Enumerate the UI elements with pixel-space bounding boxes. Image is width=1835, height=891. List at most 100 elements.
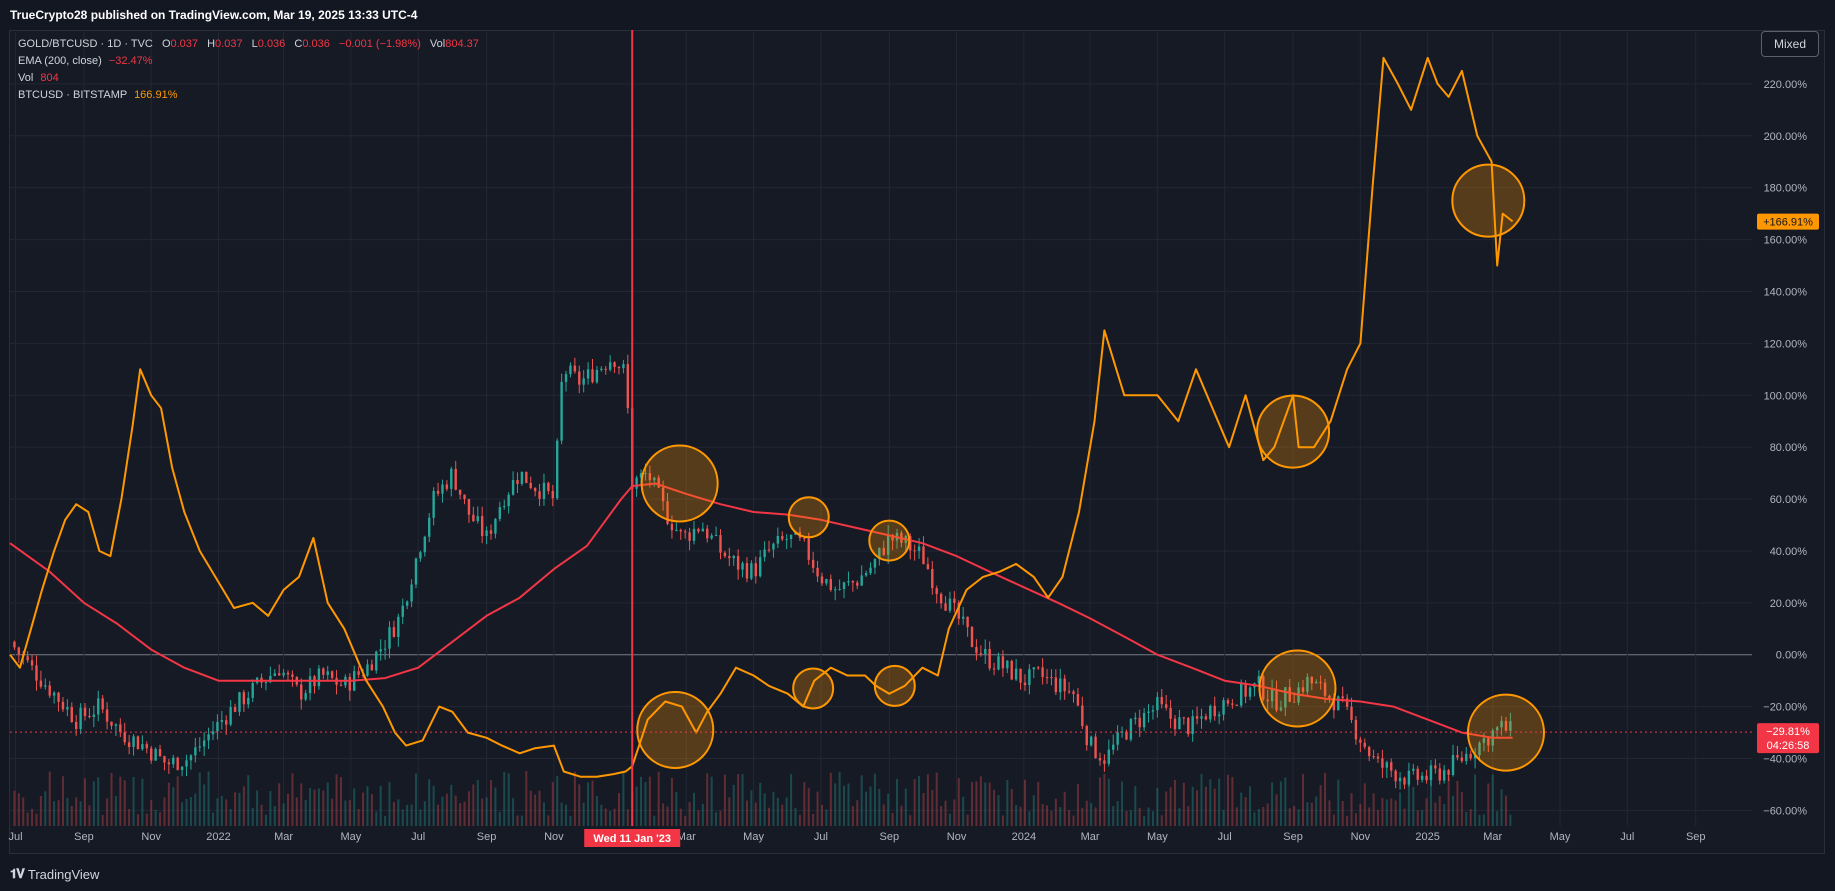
volume-bar (1482, 814, 1485, 826)
candle (61, 701, 65, 710)
candle (1041, 667, 1044, 678)
candle (1301, 687, 1305, 692)
candle (145, 744, 149, 749)
candle (441, 484, 444, 494)
volume-bar (57, 800, 60, 826)
highlight-circle[interactable] (636, 690, 715, 769)
chart-legend: GOLD/BTCUSD · 1D · TVC O0.037 H0.037 L0.… (18, 36, 479, 104)
volume-bar (737, 774, 740, 826)
volume-bar (48, 771, 51, 826)
legend-btc-label[interactable]: BTCUSD · BITSTAMP (18, 89, 127, 101)
candle (1107, 749, 1111, 764)
candle (533, 488, 537, 492)
highlight-circle[interactable] (640, 444, 719, 523)
candle (392, 627, 396, 637)
candle (834, 589, 837, 591)
candle (66, 707, 69, 710)
candle (1288, 687, 1291, 702)
volume-bar (1416, 810, 1419, 826)
volume-bar (251, 807, 254, 826)
candle (1072, 691, 1075, 695)
candle (1160, 696, 1163, 705)
volume-bar (1072, 815, 1075, 826)
volume-bar (132, 776, 135, 826)
legend-row-ema[interactable]: EMA (200, close) −32.47% (18, 53, 479, 70)
volume-bar (604, 808, 607, 826)
legend-vol-label[interactable]: Vol (18, 72, 34, 84)
candle (432, 490, 435, 518)
candle (1456, 755, 1459, 758)
volume-bar (39, 796, 42, 826)
footer-brand[interactable]: 𝟏𝐕 TradingView (10, 866, 99, 882)
volume-bar (128, 809, 131, 826)
volume-bar (414, 773, 417, 826)
highlight-circle[interactable] (1451, 163, 1526, 238)
volume-bar (710, 776, 713, 826)
highlight-circle[interactable] (1256, 394, 1331, 469)
candle (1023, 682, 1027, 686)
volume-bar (578, 784, 581, 826)
candle (150, 748, 153, 761)
candle (1350, 706, 1353, 720)
highlight-circle[interactable] (868, 519, 911, 562)
candle (1059, 678, 1062, 693)
candle (1067, 691, 1071, 693)
volume-bar (984, 782, 987, 826)
ema-line[interactable] (9, 482, 1513, 739)
candle (666, 501, 669, 524)
volume-bar (322, 790, 325, 826)
volume-bar (419, 809, 422, 826)
x-tick-label: Mar (274, 831, 293, 843)
volume-bar (560, 802, 563, 826)
volume-bar (13, 790, 16, 826)
candle (1425, 775, 1428, 781)
highlight-circle[interactable] (1258, 649, 1337, 728)
highlight-circle[interactable] (787, 496, 830, 539)
candle (158, 749, 162, 756)
candle (264, 682, 268, 684)
candle (1332, 698, 1336, 711)
candle (1120, 731, 1124, 733)
btc-line[interactable] (9, 56, 1514, 778)
legend-ema-label[interactable]: EMA (200, close) (18, 55, 102, 67)
chart-panel[interactable] (9, 30, 1825, 854)
candle (1098, 758, 1102, 761)
legend-row-volume[interactable]: Vol 804 (18, 70, 479, 87)
y-tick-label: 140.00% (1764, 286, 1808, 298)
volume-bar (295, 797, 298, 826)
candle (1191, 716, 1194, 735)
candle (807, 538, 810, 560)
candle (961, 616, 965, 619)
highlight-circle[interactable] (873, 664, 916, 707)
volume-bar (1028, 811, 1031, 826)
candle (1200, 716, 1203, 719)
volume-bar (300, 783, 303, 826)
legend-symbol[interactable]: GOLD/BTCUSD · 1D · TVC (18, 38, 153, 50)
volume-bar (159, 812, 162, 826)
candle (984, 648, 987, 654)
volume-bar (512, 798, 515, 826)
legend-close-value: 0.036 (302, 38, 330, 50)
candle (856, 582, 859, 586)
candle (653, 477, 656, 481)
legend-close-label: C (294, 38, 303, 50)
candle (811, 559, 815, 568)
scale-mode-button[interactable]: Mixed (1761, 31, 1819, 57)
candle (975, 647, 978, 654)
legend-row-btc[interactable]: BTCUSD · BITSTAMP 166.91% (18, 87, 479, 104)
legend-high-value: 0.037 (215, 38, 243, 50)
volume-bar (948, 813, 951, 826)
legend-row-symbol[interactable]: GOLD/BTCUSD · 1D · TVC O0.037 H0.037 L0.… (18, 36, 479, 53)
volume-bar (1076, 784, 1079, 826)
volume-bar (454, 795, 457, 826)
candle (57, 692, 60, 702)
highlight-circle[interactable] (792, 667, 835, 710)
candle (1147, 711, 1150, 713)
volume-bar (922, 793, 925, 826)
volume-bar (31, 808, 34, 826)
volume-bar (807, 788, 810, 826)
candle (1394, 770, 1397, 782)
candle (308, 676, 312, 694)
candle (600, 368, 603, 370)
